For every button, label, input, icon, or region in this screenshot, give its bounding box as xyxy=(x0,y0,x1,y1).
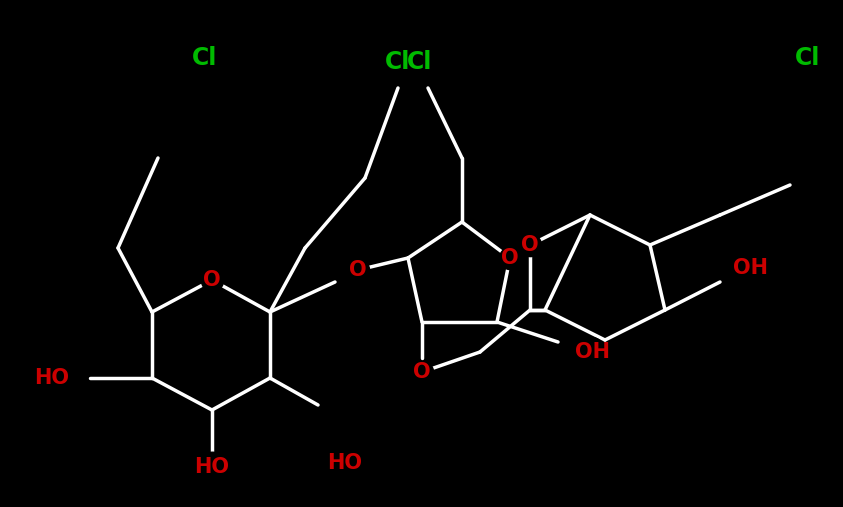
Text: O: O xyxy=(413,362,431,382)
Text: O: O xyxy=(521,235,539,255)
Text: OH: OH xyxy=(574,342,609,362)
Text: O: O xyxy=(502,248,518,268)
Text: HO: HO xyxy=(327,453,362,473)
Text: OH: OH xyxy=(733,258,767,278)
Text: HO: HO xyxy=(35,368,69,388)
Text: Cl: Cl xyxy=(192,46,217,70)
Text: Cl: Cl xyxy=(407,50,432,74)
Text: O: O xyxy=(349,260,367,280)
Text: HO: HO xyxy=(195,457,229,477)
Text: Cl: Cl xyxy=(795,46,821,70)
Text: O: O xyxy=(203,270,221,290)
Text: Cl: Cl xyxy=(385,50,411,74)
